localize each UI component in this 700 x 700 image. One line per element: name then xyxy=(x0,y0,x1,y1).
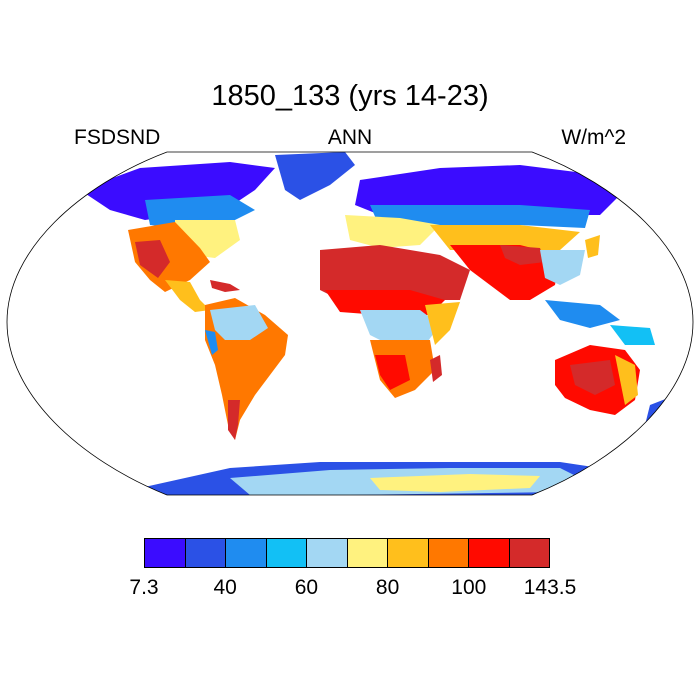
north-america-canada xyxy=(145,195,255,228)
colorbar-tick-label: 80 xyxy=(375,576,400,599)
greenland xyxy=(275,152,355,200)
japan xyxy=(585,235,600,258)
colorbar-tick-label: 60 xyxy=(294,576,319,599)
colorbar-box xyxy=(307,539,348,567)
colorbar-tick-label: 100 xyxy=(451,576,487,599)
antarctica-plateau xyxy=(370,474,540,492)
colorbar-box xyxy=(185,539,226,567)
europe xyxy=(345,215,440,248)
colorbar-tick-label: 143.5 xyxy=(523,576,577,599)
colorbar-box xyxy=(347,539,388,567)
eurasia-north xyxy=(355,165,620,218)
kalahari xyxy=(375,355,410,390)
plot-title: 1850_133 (yrs 14-23) xyxy=(211,80,489,112)
map-boundary xyxy=(6,151,694,496)
patagonia xyxy=(228,400,240,440)
amazon xyxy=(210,305,268,340)
central-asia xyxy=(430,225,580,250)
caribbean xyxy=(210,280,240,292)
new-guinea xyxy=(610,325,655,345)
australia-center xyxy=(570,360,615,395)
andes xyxy=(205,330,218,355)
variable-label: FSDSND xyxy=(74,126,161,149)
colorbar-tick-label: 7.3 xyxy=(129,576,159,599)
units-label: W/m^2 xyxy=(561,126,626,149)
central-america xyxy=(165,280,210,312)
colorbar-ticks: 7.3 40 60 80 100 143.5 xyxy=(0,576,700,602)
sahel xyxy=(325,290,445,315)
eurasia-mid xyxy=(370,205,590,228)
colorbar-tick-label: 40 xyxy=(213,576,237,599)
colorbar xyxy=(144,538,550,568)
colorbar-box xyxy=(266,539,307,567)
colorbar-box xyxy=(509,539,549,567)
colorbar-box xyxy=(145,539,186,567)
central-africa xyxy=(360,310,440,345)
new-zealand xyxy=(645,398,668,425)
colorbar-box xyxy=(388,539,429,567)
north-america-southwest xyxy=(135,240,170,278)
indonesia xyxy=(545,300,620,328)
australia-rim xyxy=(615,355,638,405)
colorbar-box xyxy=(226,539,267,567)
colorbar-box xyxy=(428,539,469,567)
east-africa xyxy=(425,302,460,345)
tibet xyxy=(500,245,545,265)
east-asia xyxy=(540,250,585,285)
colorbar-box xyxy=(469,539,510,567)
north-america-south xyxy=(128,222,210,292)
madagascar xyxy=(430,355,442,382)
season-label: ANN xyxy=(327,126,373,149)
